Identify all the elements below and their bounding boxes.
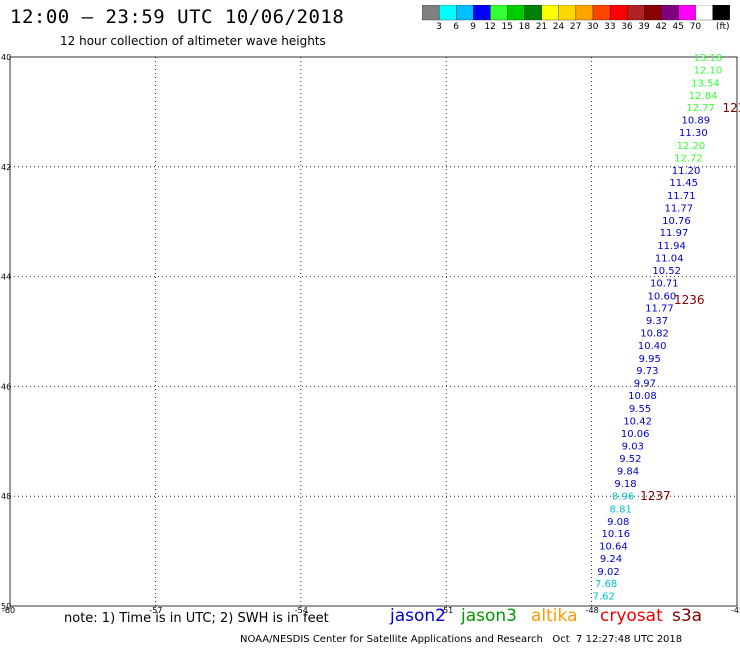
wave-height-value: 10.89 xyxy=(681,116,710,127)
legend-note: note: 1) Time is in UTC; 2) SWH is in fe… xyxy=(64,611,329,626)
time-label: 1236 xyxy=(674,293,705,307)
wave-height-value: 12.84 xyxy=(689,91,718,102)
color-scale-tick-label: 70 xyxy=(689,22,702,32)
wave-height-value: 11.04 xyxy=(655,253,684,264)
wave-height-value: 10.42 xyxy=(623,416,652,427)
x-tick-label: -51 xyxy=(440,606,453,615)
wave-height-value: 10.71 xyxy=(650,279,679,290)
color-scale-tick-label: 21 xyxy=(535,22,548,32)
wave-height-value: 10.06 xyxy=(621,429,650,440)
wave-height-value: 12.72 xyxy=(674,153,703,164)
wave-height-value: 11.97 xyxy=(660,228,689,239)
wave-height-value: 13.18 xyxy=(694,53,723,64)
color-scale-tick-label: 30 xyxy=(587,22,599,32)
x-tick-label: -60 xyxy=(2,606,15,615)
time-label: 1237 xyxy=(640,489,671,503)
wave-height-value: 11.30 xyxy=(679,128,708,139)
x-tick-label: -54 xyxy=(295,606,308,615)
wave-height-value: 10.76 xyxy=(662,216,691,227)
wave-height-value: 10.16 xyxy=(602,529,631,540)
wave-height-value: 12.20 xyxy=(677,141,706,152)
wave-height-value: 11.71 xyxy=(667,191,696,202)
satellite-label-jason2: jason2 xyxy=(390,606,446,626)
wave-height-value: 9.97 xyxy=(634,379,656,390)
wave-height-value: 10.60 xyxy=(648,291,677,302)
wave-height-value: 9.03 xyxy=(622,442,644,453)
color-scale-tick-label: 27 xyxy=(569,22,582,32)
wave-height-value: 11.45 xyxy=(669,178,698,189)
y-tick-label: 44 xyxy=(1,273,11,282)
wave-height-value: 7.62 xyxy=(593,592,615,603)
wave-height-value: 9.24 xyxy=(600,554,622,565)
wave-height-value: 11.20 xyxy=(672,166,701,177)
x-tick-label: -57 xyxy=(149,606,162,615)
plot-frame xyxy=(9,56,738,607)
wave-height-value: 10.08 xyxy=(628,391,657,402)
wave-height-value: 9.95 xyxy=(639,354,661,365)
satellite-label-s3a: s3a xyxy=(672,606,703,626)
color-scale-tick-label: 12 xyxy=(484,22,496,32)
y-tick-label: 48 xyxy=(1,492,11,501)
chart-title: 12:00 – 23:59 UTC 10/06/2018 xyxy=(10,6,345,28)
footer-credit: NOAA/NESDIS Center for Satellite Applica… xyxy=(240,634,682,645)
wave-height-value: 9.73 xyxy=(636,366,658,377)
color-scale-tick-label: 33 xyxy=(604,22,616,32)
color-scale-tick-label: 9 xyxy=(470,22,477,32)
color-scale-tick-label: 24 xyxy=(552,22,565,32)
wave-height-value: 9.02 xyxy=(597,567,619,578)
wave-height-value: 11.77 xyxy=(645,303,674,314)
wave-height-value: 12.10 xyxy=(694,66,723,77)
color-scale-tick-label: 45 xyxy=(672,22,684,32)
y-tick-label: 42 xyxy=(1,163,11,172)
wave-height-value: 10.64 xyxy=(599,542,628,553)
y-tick-label: 46 xyxy=(1,382,11,391)
color-scale-tick-label: 15 xyxy=(501,22,513,32)
wave-height-value: 9.08 xyxy=(607,517,629,528)
wave-height-value: 10.82 xyxy=(640,329,669,340)
color-scale-unit: (ft) xyxy=(716,22,730,32)
wave-height-value: 9.55 xyxy=(629,404,651,415)
wave-height-value: 10.52 xyxy=(652,266,681,277)
color-scale-tick-label: 39 xyxy=(638,22,650,32)
wave-height-value: 8.96 xyxy=(612,492,634,503)
satellite-label-altika: altika xyxy=(531,606,578,626)
y-tick-label: 40 xyxy=(1,53,11,62)
color-scale-tick-label: 42 xyxy=(655,22,667,32)
wave-height-value: 13.54 xyxy=(691,78,720,89)
color-scale-tick-label: 6 xyxy=(453,22,459,32)
color-scale-tick-label: 18 xyxy=(518,22,531,32)
wave-height-value: 12.77 xyxy=(686,103,715,114)
wave-height-value: 8.81 xyxy=(610,504,632,515)
wave-height-value: 7.68 xyxy=(595,579,617,590)
footer-timestamp: Oct 7 12:27:48 UTC 2018 xyxy=(552,634,683,645)
satellite-label-cryosat: cryosat xyxy=(600,606,663,626)
color-scale-bar xyxy=(422,5,730,21)
wave-height-value: 9.37 xyxy=(646,316,668,327)
satellite-label-jason3: jason3 xyxy=(461,606,517,626)
chart-subtitle: 12 hour collection of altimeter wave hei… xyxy=(60,34,326,48)
wave-height-value: 9.18 xyxy=(614,479,636,490)
color-swatch xyxy=(712,5,730,21)
color-scale-tick-label: 36 xyxy=(621,22,633,32)
wave-height-value: 9.84 xyxy=(617,466,639,477)
x-tick-label: -45 xyxy=(731,606,740,615)
color-scale-tick-label: 3 xyxy=(436,22,442,32)
x-tick-label: -48 xyxy=(586,606,599,615)
wave-height-value: 10.40 xyxy=(638,341,667,352)
time-label: 1235 xyxy=(722,101,740,115)
wave-height-value: 9.52 xyxy=(619,454,641,465)
y-tick-label: 50 xyxy=(1,602,11,611)
wave-height-value: 11.94 xyxy=(657,241,686,252)
footer-credit-text: NOAA/NESDIS Center for Satellite Applica… xyxy=(240,634,543,645)
wave-height-value: 11.77 xyxy=(665,203,694,214)
